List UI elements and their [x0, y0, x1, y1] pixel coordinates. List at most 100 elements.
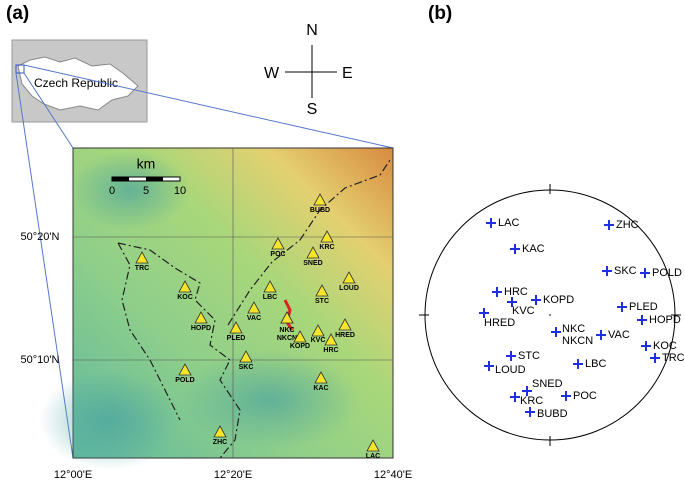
lat-label: 50°10'N — [21, 354, 60, 366]
station-label: NKC — [279, 327, 294, 334]
station-label: STC — [315, 298, 329, 305]
station-marker — [338, 318, 352, 331]
station-label: ZHC — [213, 439, 227, 446]
station-marker — [247, 301, 261, 314]
scale-bar — [146, 177, 163, 181]
station-cross — [617, 302, 627, 312]
station-label: POLD — [175, 377, 194, 384]
station-label: TRC — [662, 352, 685, 364]
compass-n: N — [306, 22, 318, 39]
station-label: PLED — [629, 301, 658, 313]
graticule — [73, 148, 393, 458]
lon-label: 12°00'E — [54, 469, 92, 481]
station-label: ZHC — [616, 219, 639, 231]
station-cross — [510, 392, 520, 402]
station-label: SNED — [532, 378, 563, 390]
station-label: HRC — [323, 347, 338, 354]
station-marker — [178, 280, 192, 293]
station-marker — [178, 363, 192, 376]
terrain-shade — [40, 370, 180, 470]
station-cross — [573, 359, 583, 369]
inset-label: Czech Republic — [34, 76, 118, 90]
station-label: KRC — [520, 395, 543, 407]
station-label: KRC — [319, 244, 334, 251]
station-marker — [280, 311, 294, 324]
station-label: HRED — [484, 317, 515, 329]
station-label: POC — [270, 251, 285, 258]
station-marker — [315, 284, 329, 297]
scale-tick: 0 — [109, 185, 115, 197]
station-label: KVC — [512, 305, 535, 317]
station-marker — [366, 439, 380, 452]
station-cross — [637, 315, 647, 325]
station-marker — [320, 230, 334, 243]
station-label: KOPD — [290, 343, 310, 350]
station-cross — [510, 244, 520, 254]
station-label: LAC — [366, 453, 380, 460]
station-label: BUBD — [310, 207, 330, 214]
station-marker — [271, 237, 285, 250]
station-cross — [486, 218, 496, 228]
panel-label: (b) — [428, 3, 452, 24]
station-cross — [602, 266, 612, 276]
station-label: SKC — [614, 265, 637, 277]
station-label: LOUD — [495, 364, 526, 376]
lon-label: 12°40'E — [374, 469, 412, 481]
station-marker — [229, 321, 243, 334]
station-label: POLD — [652, 267, 682, 279]
station-cross — [522, 386, 532, 396]
station-cross — [492, 287, 502, 297]
station-label: LAC — [498, 217, 519, 229]
station-cross — [640, 268, 650, 278]
border — [117, 159, 391, 459]
station-marker — [135, 251, 149, 264]
panel-label: (a) — [6, 3, 29, 24]
station-marker — [311, 324, 325, 337]
stereonet-ticks — [419, 184, 681, 446]
station-label: KAC — [522, 243, 545, 255]
station-label: BUBD — [537, 408, 568, 420]
station-marker — [239, 350, 253, 363]
station-marker — [306, 246, 320, 259]
station-marker — [342, 271, 356, 284]
station-marker — [194, 311, 208, 324]
scale-bar — [112, 177, 129, 181]
station-cross — [507, 297, 517, 307]
station-marker — [293, 330, 307, 343]
terrain-shade — [70, 150, 190, 230]
compass-w: W — [264, 65, 280, 82]
compass: N E S W — [264, 22, 353, 118]
station-label: HOPD — [191, 325, 211, 332]
station-label: LOUD — [339, 285, 359, 292]
station-label: NKCN — [277, 335, 297, 342]
compass-e: E — [342, 65, 353, 82]
station-label: STC — [518, 350, 540, 362]
station-marker — [263, 280, 277, 293]
station-label: KVC — [311, 337, 326, 344]
station-cross — [531, 295, 541, 305]
station-label: VAC — [608, 329, 630, 341]
station-marker — [324, 333, 338, 346]
station-label: KOC — [653, 340, 677, 352]
station-label: KAC — [313, 385, 328, 392]
station-marker — [213, 425, 227, 438]
station-cross — [641, 341, 651, 351]
center-dot — [549, 314, 551, 316]
scale-tick: 10 — [174, 185, 186, 197]
station-cross — [604, 220, 614, 230]
station-marker — [313, 193, 327, 206]
station-cross — [525, 407, 535, 417]
station-cross — [596, 330, 606, 340]
compass-s: S — [307, 101, 318, 118]
lon-label: 12°20'E — [214, 469, 252, 481]
scale-tick: 5 — [143, 185, 149, 197]
terrain-shade — [180, 350, 360, 450]
station-cross — [551, 327, 561, 337]
station-cross — [506, 351, 516, 361]
station-label: KOPD — [543, 294, 574, 306]
station-label: LBC — [263, 294, 277, 301]
lat-label: 50°20'N — [21, 231, 60, 243]
station-cross — [561, 391, 571, 401]
